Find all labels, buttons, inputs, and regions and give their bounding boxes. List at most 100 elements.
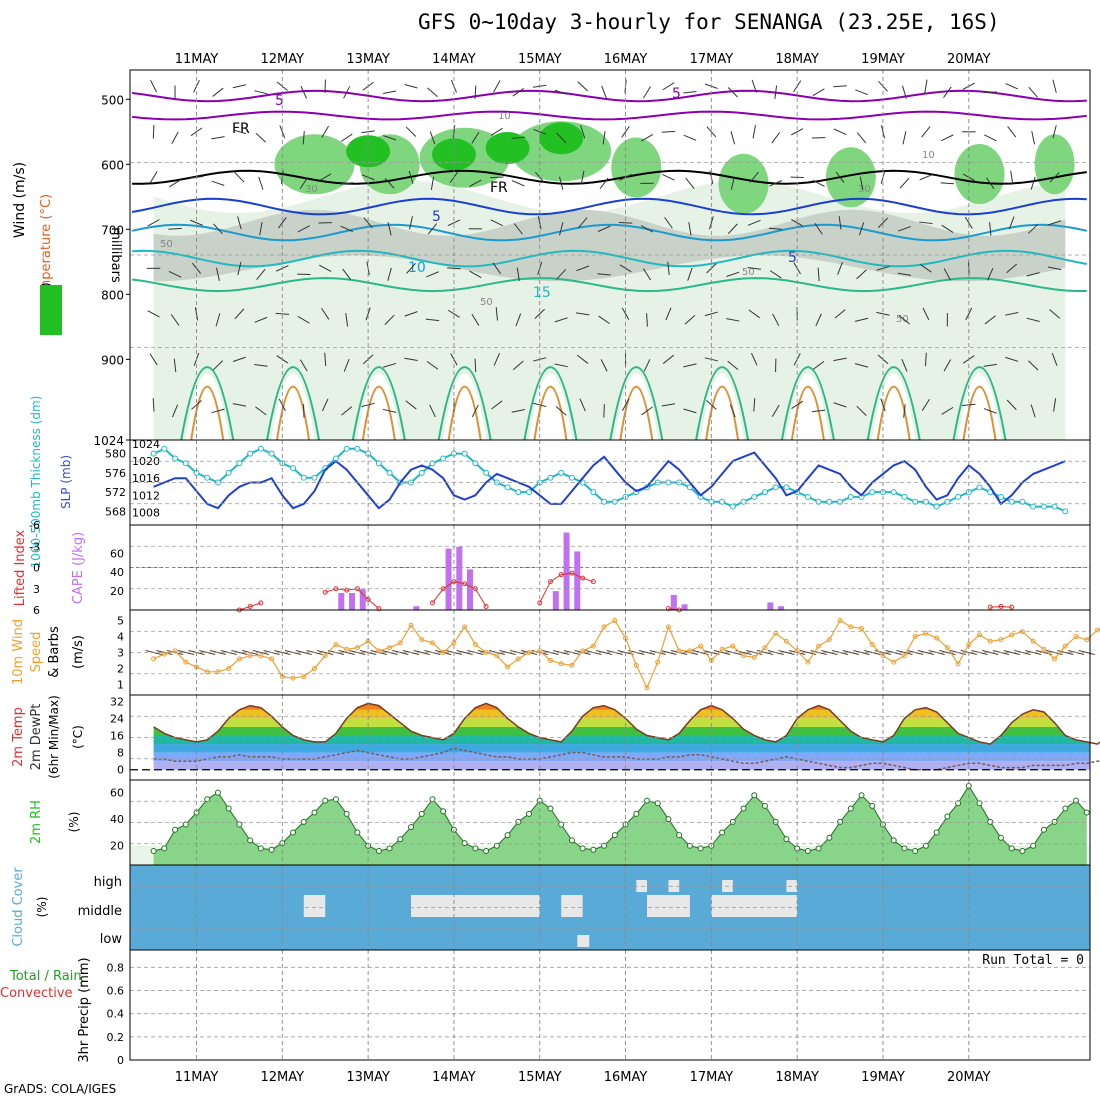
wind-barb — [492, 262, 502, 275]
thickness-marker — [729, 503, 736, 510]
side-label: Temperature (°C) — [39, 194, 54, 307]
wind-barb — [426, 271, 439, 278]
cloud-block-middle — [303, 895, 326, 917]
thickness-marker — [740, 498, 747, 505]
wind-barb — [661, 130, 676, 133]
wind-speed-marker — [494, 653, 500, 659]
wind-barb — [880, 398, 886, 412]
li-marker — [590, 579, 596, 585]
thickness-marker — [847, 493, 854, 500]
wind-speed-marker — [419, 637, 425, 643]
wind-barb — [664, 217, 673, 229]
thickness-marker — [1040, 503, 1047, 510]
wind-barb — [408, 170, 414, 184]
isotherm-25 — [276, 385, 311, 441]
wind-barb — [965, 307, 973, 321]
li-line — [239, 602, 262, 611]
x-tick-label-top: 13MAY — [346, 52, 390, 67]
wind-barb — [842, 650, 859, 655]
wind-barb — [387, 222, 392, 236]
wind-speed-marker — [601, 624, 607, 630]
wind-barb — [858, 222, 865, 236]
rh-blob — [1034, 134, 1075, 195]
contour-label: 10 — [498, 111, 511, 122]
wind-speed-marker — [912, 633, 918, 639]
wind-barb — [279, 125, 286, 139]
wind-barb — [856, 132, 867, 144]
wind-speed-marker — [462, 624, 468, 630]
wind-speed-marker — [955, 661, 961, 667]
isotherm-25 — [705, 385, 740, 441]
wind-barb — [646, 313, 648, 327]
cape-bar — [467, 569, 474, 610]
y-axis-label: Speed — [29, 632, 44, 673]
wind-barb — [903, 404, 906, 418]
rh-marker — [236, 821, 243, 828]
wind-barb — [898, 315, 911, 325]
wind-barb — [601, 85, 607, 99]
y-tick-label: 1024 — [93, 434, 124, 448]
wind-barb — [902, 85, 907, 99]
wind-barb — [921, 126, 931, 138]
wind-speed-marker — [161, 651, 167, 657]
rh-marker — [590, 846, 597, 853]
wind-barb — [688, 222, 692, 236]
rh-marker — [611, 832, 618, 839]
rh-legend-swatch — [40, 285, 62, 335]
side-label: Wind (m/s) — [12, 162, 28, 238]
contour-label: 5 — [275, 93, 284, 109]
isotherm-20 — [780, 366, 835, 441]
thickness-marker — [268, 450, 275, 457]
wind-barb — [1003, 650, 1020, 655]
thickness-marker — [1030, 503, 1037, 510]
thickness-marker — [1062, 508, 1069, 515]
x-tick-label-top: 11MAY — [175, 52, 219, 67]
wind-barb — [919, 174, 933, 181]
wind-speed-marker — [580, 648, 586, 654]
wind-barb — [256, 268, 266, 280]
wind-barb — [152, 125, 155, 139]
rh-marker — [225, 805, 232, 812]
rh-marker — [461, 840, 468, 847]
rh-marker — [1083, 809, 1090, 816]
y-tick-label: 8 — [117, 747, 124, 760]
wind-barb — [685, 177, 695, 189]
precip-label: Convective — [0, 986, 73, 1001]
isotherm-20 — [523, 366, 578, 441]
cloud-block-middle — [561, 895, 583, 917]
thickness-marker — [547, 474, 554, 481]
wind-barb — [576, 265, 590, 272]
thickness-marker — [837, 498, 844, 505]
wind-barb — [983, 408, 997, 414]
wind-barb — [341, 406, 353, 416]
thickness-marker — [826, 498, 833, 505]
contour-label: 5 — [672, 86, 681, 102]
wind-barb — [404, 357, 418, 361]
wind-barb — [749, 171, 759, 183]
thickness-marker — [386, 469, 393, 476]
li-marker — [998, 603, 1004, 609]
contour-label: 5 — [432, 209, 441, 225]
rh-marker — [290, 829, 297, 836]
wind-barb — [962, 403, 976, 407]
y-tick-label: 0 — [117, 1054, 124, 1067]
y-tick-label: 0 — [117, 764, 124, 777]
y-tick-label: 32 — [110, 695, 124, 708]
y-tick-label: 1012 — [132, 489, 160, 502]
li-marker — [1009, 604, 1015, 610]
rh-marker — [1019, 848, 1026, 855]
wind-barb — [1048, 220, 1062, 226]
isotherm-25 — [190, 385, 225, 441]
wind-speed-marker — [183, 659, 189, 665]
wind-barb — [448, 309, 460, 318]
wind-barb — [638, 650, 656, 655]
x-tick-label-bottom: 20MAY — [947, 1070, 991, 1085]
wind-barb — [621, 125, 630, 138]
isotherm-25 — [533, 385, 568, 441]
wind-barb — [533, 402, 547, 408]
wind-speed-marker — [258, 653, 264, 659]
wind-barb — [177, 650, 194, 655]
wind-barb — [943, 86, 952, 99]
wind-barb — [299, 177, 308, 190]
contour-label: 5 — [788, 250, 797, 266]
